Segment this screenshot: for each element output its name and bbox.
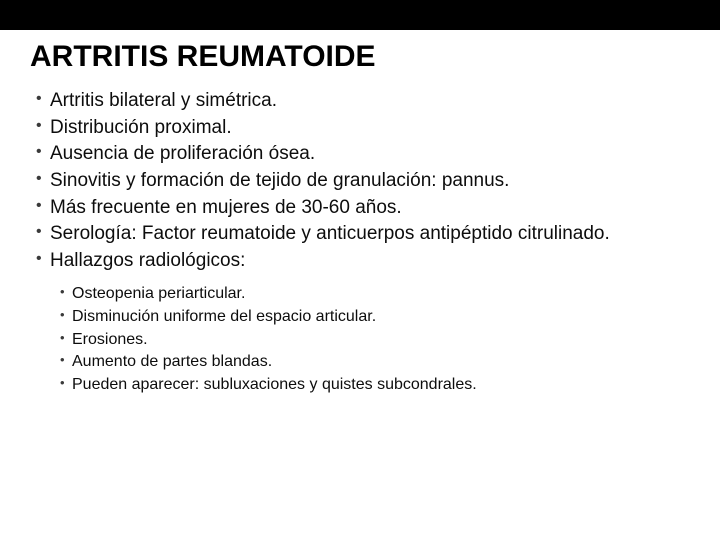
list-item: Erosiones.	[60, 329, 690, 351]
list-item: Serología: Factor reumatoide y anticuerp…	[36, 221, 690, 247]
list-item: Pueden aparecer: subluxaciones y quistes…	[60, 374, 690, 396]
list-item: Aumento de partes blandas.	[60, 351, 690, 373]
main-bullet-list: Artritis bilateral y simétrica. Distribu…	[30, 88, 690, 273]
slide-title: ARTRITIS REUMATOIDE	[30, 40, 690, 74]
top-bar	[0, 0, 720, 30]
list-item: Más frecuente en mujeres de 30-60 años.	[36, 195, 690, 221]
list-item: Disminución uniforme del espacio articul…	[60, 306, 690, 328]
list-item: Artritis bilateral y simétrica.	[36, 88, 690, 114]
list-item: Ausencia de proliferación ósea.	[36, 141, 690, 167]
list-item: Hallazgos radiológicos:	[36, 248, 690, 274]
list-item: Osteopenia periarticular.	[60, 283, 690, 305]
list-item: Distribución proximal.	[36, 115, 690, 141]
list-item: Sinovitis y formación de tejido de granu…	[36, 168, 690, 194]
slide-content: ARTRITIS REUMATOIDE Artritis bilateral y…	[0, 30, 720, 416]
sub-bullet-list: Osteopenia periarticular. Disminución un…	[30, 283, 690, 395]
